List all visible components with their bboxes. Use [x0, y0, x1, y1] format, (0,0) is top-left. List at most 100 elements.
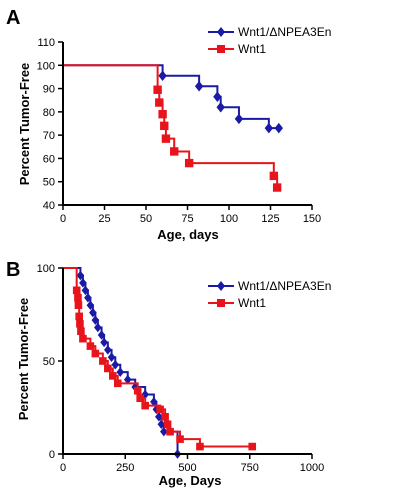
panel-a-xlabel: Age, days [157, 227, 218, 242]
panel-a-label: A [6, 7, 20, 29]
data-point-square [161, 413, 169, 421]
x-tick-label: 0 [60, 462, 66, 474]
y-tick-label: 100 [37, 60, 55, 72]
data-point-square [272, 183, 282, 192]
x-tick-label: 50 [140, 213, 152, 225]
data-point-square [161, 134, 171, 143]
panel-a-ylabel: Percent Tumor-Free [17, 63, 32, 186]
data-point-square [153, 85, 162, 94]
legend-item: Wnt1 [208, 42, 266, 56]
data-point-square [79, 334, 87, 343]
legend-item: Wnt1 [208, 296, 266, 310]
panel-a-axes [62, 42, 312, 206]
panel-b-axes [62, 268, 312, 455]
data-point-square [217, 45, 225, 53]
series-line [63, 64, 279, 188]
x-tick-label: 0 [60, 213, 66, 225]
panel-b-ticks: 0 250 500 750 1000 0 50 100 [37, 263, 325, 474]
data-point-square [74, 301, 83, 309]
x-tick-label: 100 [220, 213, 238, 225]
series-wnt1 [63, 64, 282, 192]
data-point-square [158, 109, 167, 119]
data-point-square [91, 349, 100, 358]
legend-item: Wnt1/ΔNPEA3En [208, 279, 331, 293]
data-point-square [77, 327, 85, 336]
data-point-square [141, 401, 149, 410]
data-point-diamond [107, 352, 116, 363]
panel-b: B Age, Days Percent Tumor-Free 0 250 500 75… [6, 259, 331, 488]
x-tick-label: 150 [303, 213, 321, 225]
data-point-square [72, 286, 81, 295]
y-tick-label: 0 [49, 449, 55, 461]
data-point-diamond [150, 397, 158, 407]
data-point-diamond [84, 293, 92, 303]
data-point-diamond [141, 389, 149, 400]
data-point-diamond [100, 337, 108, 348]
panel-b-legend: Wnt1/ΔNPEA3En Wnt1 [208, 279, 331, 310]
data-point-square [166, 427, 174, 436]
data-point-diamond [264, 122, 274, 134]
data-point-square [74, 293, 82, 302]
data-point-diamond [234, 113, 244, 125]
panel-b-ylabel: Percent Tumor-Free [16, 298, 31, 421]
data-point-diamond [89, 307, 97, 318]
data-point-square [76, 320, 84, 328]
x-tick-label: 75 [181, 213, 193, 225]
data-point-diamond [97, 330, 106, 340]
legend-label: Wnt1 [238, 296, 266, 310]
y-tick-label: 50 [43, 177, 55, 189]
data-point-square [269, 171, 279, 181]
legend-label: Wnt1/ΔNPEA3En [238, 279, 331, 293]
panel-b-xlabel: Age, Days [159, 473, 222, 488]
legend-label: Wnt1/ΔNPEA3En [238, 25, 331, 39]
y-tick-label: 40 [43, 200, 55, 212]
data-point-diamond [94, 322, 102, 333]
data-point-square [176, 435, 184, 443]
series-wnt1-dnpea3en [63, 64, 283, 134]
data-point-square [184, 158, 194, 168]
data-point-diamond [104, 345, 112, 355]
data-point-square [155, 98, 164, 107]
x-tick-label: 500 [178, 462, 196, 474]
y-tick-label: 90 [43, 84, 55, 96]
data-point-square [75, 312, 83, 321]
panel-a: A Age, days Percent Tumor-Free 0 25 50 75 10… [6, 7, 331, 242]
data-point-diamond [79, 278, 87, 288]
y-tick-label: 50 [43, 356, 55, 368]
data-point-diamond [216, 101, 225, 113]
data-point-square [160, 121, 169, 131]
data-point-square [133, 386, 142, 395]
legend-label: Wnt1 [238, 42, 266, 56]
panel-b-series [63, 267, 257, 459]
data-point-diamond [86, 300, 95, 310]
data-point-square [86, 342, 95, 350]
data-point-square [248, 442, 257, 451]
series-line [63, 64, 279, 130]
panel-b-label: B [6, 259, 20, 281]
y-tick-label: 80 [43, 107, 55, 119]
data-point-square [104, 364, 112, 373]
y-tick-label: 110 [37, 37, 55, 49]
data-point-diamond [157, 419, 166, 429]
series-wnt1 [63, 267, 257, 451]
data-point-diamond [116, 367, 125, 377]
data-point-square [217, 299, 225, 307]
data-point-square [163, 420, 172, 429]
data-point-diamond [274, 122, 283, 134]
data-point-diamond [160, 426, 168, 437]
x-tick-label: 25 [98, 213, 110, 225]
data-point-square [156, 405, 164, 414]
data-point-square [136, 394, 144, 402]
data-point-square [99, 357, 107, 365]
data-point-square [109, 372, 117, 380]
data-point-square [196, 442, 204, 451]
data-point-diamond [213, 91, 222, 102]
data-point-diamond [217, 27, 225, 37]
data-point-diamond [81, 285, 90, 296]
y-tick-label: 100 [37, 263, 55, 275]
data-point-diamond [194, 80, 204, 92]
panel-a-ticks: 0 25 50 75 100 125 150 40 50 60 70 80 90 100 110 [37, 37, 322, 225]
data-point-diamond [123, 374, 132, 385]
data-point-square [170, 147, 179, 156]
panel-a-series [63, 64, 283, 192]
